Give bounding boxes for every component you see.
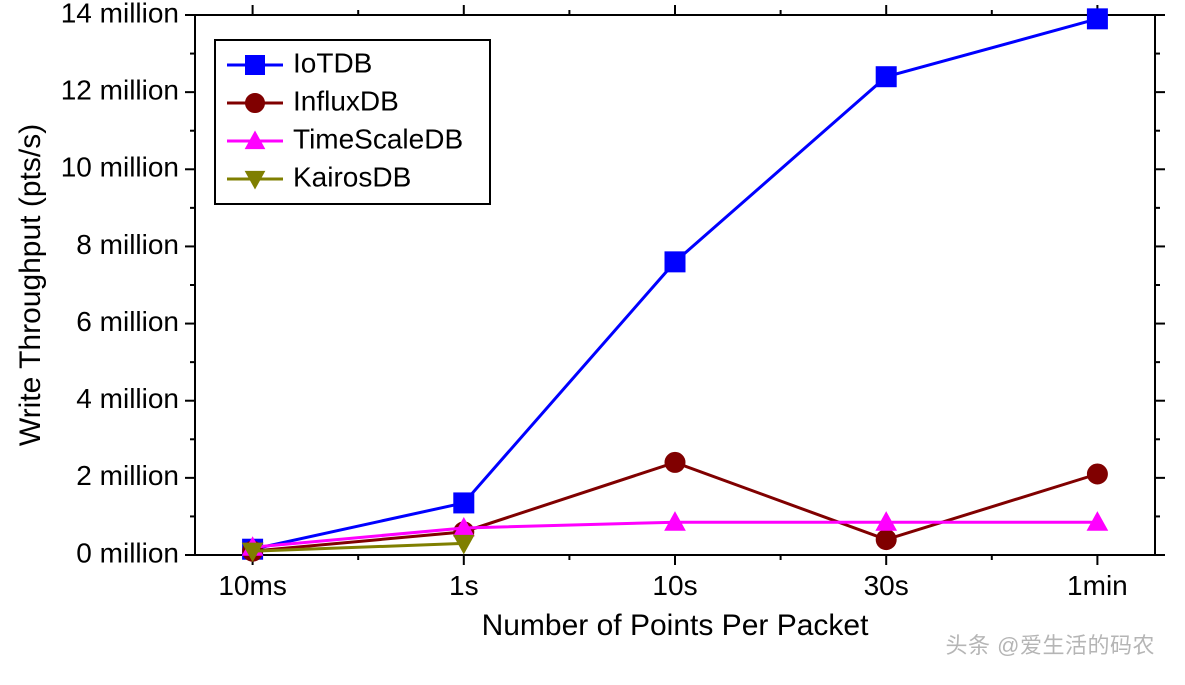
svg-text:KairosDB: KairosDB [293, 161, 411, 192]
svg-text:TimeScaleDB: TimeScaleDB [293, 123, 463, 154]
svg-text:1min: 1min [1067, 570, 1128, 601]
svg-text:10ms: 10ms [218, 570, 286, 601]
watermark-text: 头条 @爱生活的码农 [946, 628, 1155, 660]
svg-text:Write Throughput (pts/s): Write Throughput (pts/s) [14, 124, 47, 446]
svg-text:8 million: 8 million [76, 229, 179, 260]
svg-text:30s: 30s [864, 570, 909, 601]
svg-text:14 million: 14 million [61, 0, 179, 28]
svg-text:1s: 1s [449, 570, 479, 601]
throughput-chart: 0 million 2 million 4 million 6 million 8 mi… [0, 0, 1185, 685]
svg-text:IoTDB: IoTDB [293, 47, 372, 78]
svg-text:2 million: 2 million [76, 460, 179, 491]
svg-text:6 million: 6 million [76, 306, 179, 337]
svg-text:0 million: 0 million [76, 537, 179, 568]
svg-text:Number of Points Per Packet: Number of Points Per Packet [482, 609, 870, 642]
chart-container: 0 million 2 million 4 million 6 million 8 mi… [0, 0, 1185, 685]
svg-text:10s: 10s [652, 570, 697, 601]
svg-text:12 million: 12 million [61, 75, 179, 106]
svg-text:4 million: 4 million [76, 383, 179, 414]
svg-text:InfluxDB: InfluxDB [293, 85, 399, 116]
svg-text:10 million: 10 million [61, 152, 179, 183]
